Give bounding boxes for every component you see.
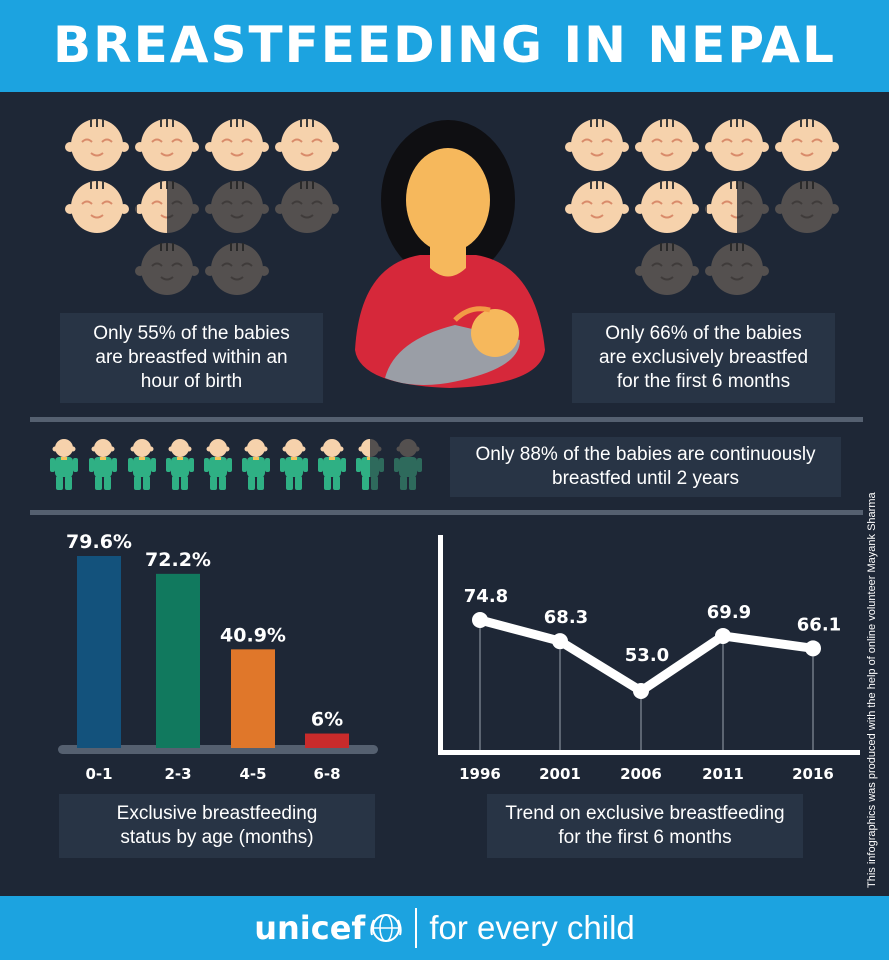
line-point-2006 <box>633 683 649 699</box>
stat-line: hour of birth <box>140 371 243 392</box>
line-chart-x-axis <box>438 750 860 755</box>
bar-chart-baseline <box>58 745 378 754</box>
line-x-tick-label: 1996 <box>459 765 501 783</box>
line-point-1996 <box>472 612 488 628</box>
chart-title-line: Trend on exclusive breastfeeding <box>505 803 785 824</box>
stat-line: Only 88% of the babies are continuously <box>475 444 816 465</box>
tagline: for every child <box>429 909 635 946</box>
stat-line: are breastfed within an <box>95 347 288 368</box>
stat-line: are exclusively breastfed <box>598 347 809 368</box>
chart-title-line: status by age (months) <box>120 827 314 848</box>
bar-category-label: 6-8 <box>313 765 340 783</box>
page-title: BREASTFEEDING IN NEPAL <box>53 16 836 74</box>
line-value-label: 69.9 <box>707 602 751 623</box>
line-chart-y-axis <box>438 535 443 755</box>
bar-chart-caption: Exclusive breastfeeding status by age (m… <box>59 794 375 858</box>
stat-birth-hour-caption: Only 55% of the babies are breastfed wit… <box>60 313 323 403</box>
line-point-2011 <box>715 627 731 644</box>
line-point-2016 <box>805 640 821 657</box>
bar-value-label: 6% <box>311 709 343 731</box>
line-value-label: 68.3 <box>544 607 588 628</box>
line-x-tick-label: 2011 <box>702 765 744 783</box>
bar-6-8 <box>305 733 349 748</box>
line-value-label: 74.8 <box>464 586 508 607</box>
unicef-globe-icon <box>370 914 402 942</box>
section-divider <box>30 510 863 515</box>
bar-category-label: 4-5 <box>239 765 266 783</box>
stat-line: Only 55% of the babies <box>93 323 290 344</box>
credit-text: This infographics was produced with the … <box>866 492 878 888</box>
stat-line: Only 66% of the babies <box>605 323 802 344</box>
unicef-logo-text: unicef <box>254 909 366 947</box>
stat-continuous-caption: Only 88% of the babies are continuously … <box>450 437 841 497</box>
stat-exclusive-caption: Only 66% of the babies are exclusively b… <box>572 313 835 403</box>
stat-line: breastfed until 2 years <box>552 468 739 489</box>
bar-value-label: 79.6% <box>66 531 132 553</box>
stat-line: for the first 6 months <box>616 371 791 392</box>
line-x-tick-label: 2006 <box>620 765 662 783</box>
bar-category-label: 0-1 <box>85 765 112 783</box>
bar-2-3 <box>156 573 200 748</box>
line-x-tick-label: 2016 <box>792 765 834 783</box>
bar-value-label: 40.9% <box>220 624 286 646</box>
bar-value-label: 72.2% <box>145 549 211 571</box>
line-point-2001 <box>552 633 568 650</box>
section-divider <box>30 417 863 422</box>
bar-category-label: 2-3 <box>164 765 191 783</box>
bar-4-5 <box>231 649 275 748</box>
bar-0-1 <box>77 556 121 748</box>
footer-banner: unicef for every child <box>0 896 889 960</box>
line-value-label: 66.1 <box>797 614 841 635</box>
chart-title-line: Exclusive breastfeeding <box>116 803 318 824</box>
line-value-label: 53.0 <box>625 645 669 666</box>
line-chart-caption: Trend on exclusive breastfeeding for the… <box>487 794 803 858</box>
footer-separator <box>415 908 418 948</box>
chart-title-line: for the first 6 months <box>558 827 732 848</box>
line-x-tick-label: 2001 <box>539 765 581 783</box>
header-banner: BREASTFEEDING IN NEPAL <box>0 0 889 92</box>
